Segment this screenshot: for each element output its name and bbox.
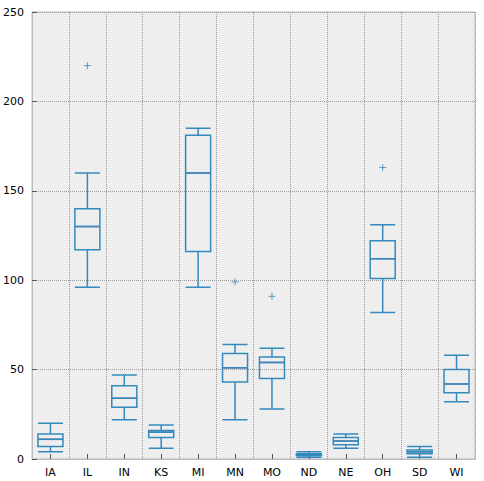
svg-text:MN: MN <box>226 466 244 479</box>
svg-text:IL: IL <box>83 466 93 479</box>
svg-text:OH: OH <box>374 466 391 479</box>
svg-text:150: 150 <box>3 184 24 197</box>
svg-text:0: 0 <box>17 453 24 466</box>
svg-text:50: 50 <box>10 363 24 376</box>
svg-text:MO: MO <box>263 466 281 479</box>
svg-text:IA: IA <box>45 466 56 479</box>
svg-text:SD: SD <box>412 466 427 479</box>
svg-text:200: 200 <box>3 95 24 108</box>
svg-text:MI: MI <box>192 466 205 479</box>
svg-text:WI: WI <box>449 466 463 479</box>
svg-text:IN: IN <box>119 466 130 479</box>
svg-text:100: 100 <box>3 274 24 287</box>
svg-text:KS: KS <box>154 466 168 479</box>
svg-text:ND: ND <box>301 466 318 479</box>
svg-text:250: 250 <box>3 6 24 19</box>
svg-text:NE: NE <box>338 466 353 479</box>
